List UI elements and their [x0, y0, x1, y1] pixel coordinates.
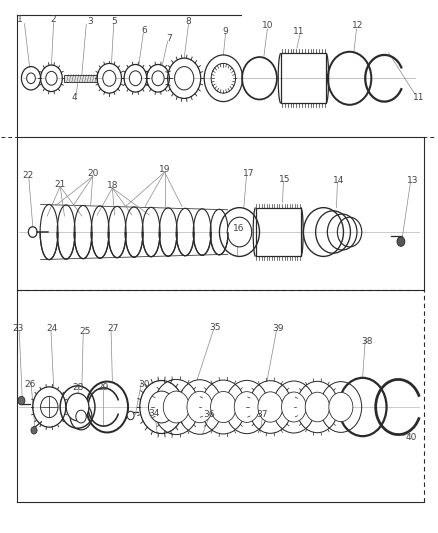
Circle shape: [103, 70, 116, 86]
Text: 27: 27: [107, 324, 119, 333]
Text: 29: 29: [97, 383, 109, 392]
Circle shape: [163, 391, 189, 423]
Circle shape: [211, 391, 236, 423]
Circle shape: [227, 217, 252, 247]
Circle shape: [152, 71, 164, 86]
Text: 13: 13: [407, 175, 419, 184]
Circle shape: [329, 392, 353, 422]
Circle shape: [41, 397, 58, 418]
Text: 4: 4: [72, 93, 78, 102]
Text: 17: 17: [243, 169, 254, 178]
Text: 10: 10: [262, 21, 274, 30]
Circle shape: [305, 392, 329, 422]
Circle shape: [175, 67, 194, 90]
Text: 37: 37: [256, 410, 268, 419]
Text: 30: 30: [138, 379, 150, 389]
Circle shape: [76, 410, 86, 423]
Text: 36: 36: [204, 410, 215, 419]
Text: 5: 5: [111, 17, 117, 26]
Circle shape: [18, 397, 25, 405]
Text: 26: 26: [24, 379, 35, 389]
Text: 25: 25: [79, 327, 91, 336]
Circle shape: [234, 392, 259, 422]
Circle shape: [66, 393, 89, 421]
Text: 11: 11: [293, 27, 305, 36]
Text: 39: 39: [272, 324, 283, 333]
Text: 11: 11: [413, 93, 425, 102]
Text: 19: 19: [159, 165, 170, 174]
Circle shape: [27, 73, 35, 84]
Text: 3: 3: [88, 17, 93, 26]
Circle shape: [397, 237, 405, 246]
Text: 34: 34: [148, 409, 159, 418]
Text: 16: 16: [233, 224, 244, 233]
Text: 28: 28: [72, 383, 83, 392]
Circle shape: [129, 71, 141, 86]
Circle shape: [127, 411, 134, 419]
Bar: [281, 53, 326, 103]
Text: 6: 6: [141, 26, 147, 35]
Circle shape: [31, 426, 37, 434]
Circle shape: [211, 63, 236, 93]
Text: 40: 40: [406, 433, 417, 442]
Text: 2: 2: [51, 15, 57, 25]
Circle shape: [46, 71, 57, 85]
Circle shape: [148, 391, 175, 423]
Text: 7: 7: [166, 34, 172, 43]
Text: 22: 22: [22, 171, 33, 180]
Text: 38: 38: [361, 337, 373, 346]
Text: 14: 14: [333, 175, 344, 184]
Bar: [255, 208, 301, 256]
Circle shape: [258, 392, 283, 422]
Circle shape: [282, 392, 306, 422]
Text: 18: 18: [106, 181, 118, 190]
Bar: [64, 75, 97, 82]
Text: 20: 20: [87, 169, 99, 178]
Text: 9: 9: [223, 27, 228, 36]
Text: 1: 1: [17, 15, 23, 25]
Text: 8: 8: [186, 17, 191, 26]
Text: 24: 24: [47, 324, 58, 333]
Circle shape: [187, 391, 213, 423]
Text: 21: 21: [54, 180, 66, 189]
Text: 15: 15: [279, 175, 290, 184]
Text: 35: 35: [209, 323, 220, 332]
Text: 23: 23: [12, 324, 24, 333]
Text: 12: 12: [352, 21, 363, 30]
Circle shape: [28, 227, 37, 237]
